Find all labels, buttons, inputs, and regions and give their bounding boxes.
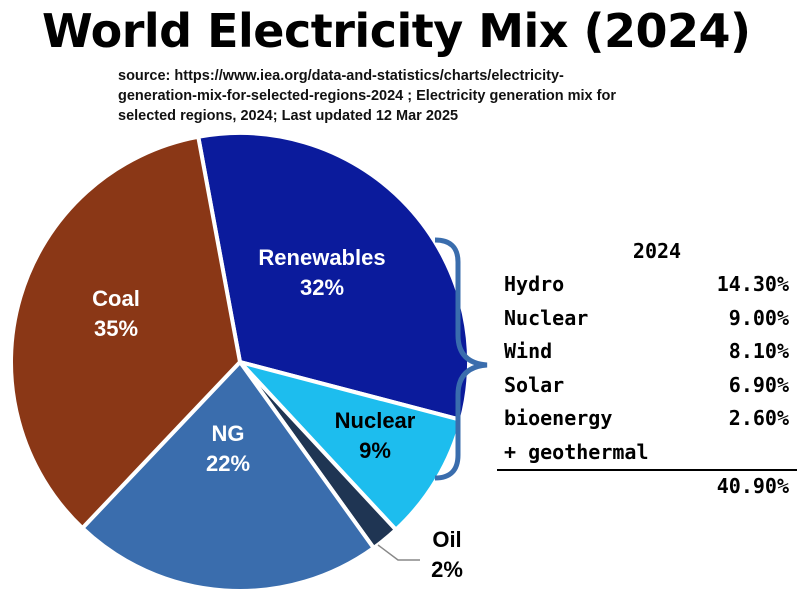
row-name: Wind [504,339,553,363]
slice-ng [80,360,376,593]
slice-name-renewables: Renewables [258,245,385,270]
row-value: 9.00% [728,305,789,330]
slice-coal [9,134,242,531]
table-row: Solar 6.90% [497,369,797,403]
slice-name-oil: Oil [432,527,461,552]
row-value: 2.60% [728,406,789,430]
row-name: + geothermal [504,439,649,464]
renewables-brace [434,237,488,481]
row-name: bioenergy [504,406,613,430]
row-name: Nuclear [504,305,589,330]
renewables-breakdown-table: 2024 Hydro 14.30% Nuclear 9.00% Wind 8.10% Sol… [497,236,797,501]
slice-name-coal: Coal [92,286,140,311]
source-note: source: https://www.iea.org/data-and-sta… [118,68,616,124]
table-row: bioenergy 2.60% [497,402,797,436]
slice-name-nuclear: Nuclear [335,408,416,433]
slice-percent-ng: 22% [206,451,250,476]
row-name: Hydro [504,272,565,296]
slice-percent-nuclear: 9% [359,438,391,463]
chart-title: World Electricity Mix (2024) [42,4,751,58]
slice-percent-oil: 2% [431,557,463,582]
row-value: 14.30% [716,272,789,296]
oil-leader-line [377,544,420,561]
slice-percent-coal: 35% [94,316,138,341]
table-row: Nuclear 9.00% [497,302,797,336]
table-header: 2024 [632,239,682,263]
slice-percent-renewables: 32% [300,275,344,300]
table-row: Wind 8.10% [497,335,797,369]
row-name: Solar [504,372,565,397]
row-value: 8.10% [728,339,789,363]
table-row: + geothermal [497,436,797,470]
table-row: Hydro 14.30% [497,268,797,302]
table-total: 40.90% [716,474,789,498]
row-value: 6.90% [728,372,789,397]
slice-name-ng: NG [212,421,245,446]
total-rule [497,469,797,471]
